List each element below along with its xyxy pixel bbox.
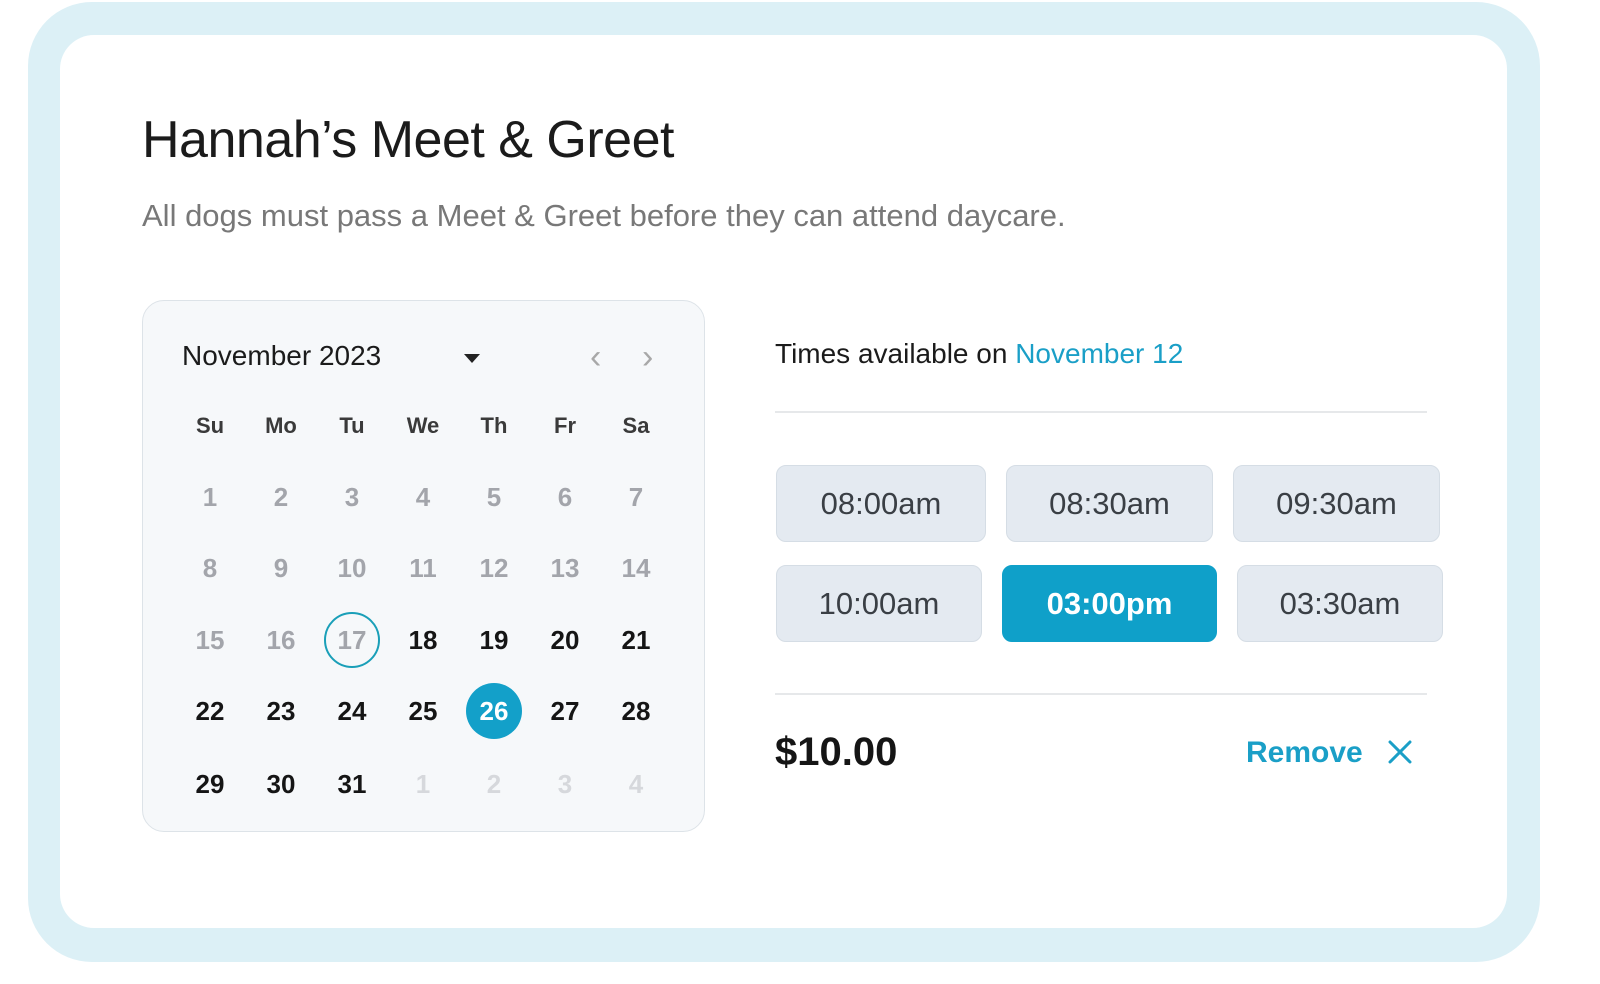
calendar bbox=[142, 300, 705, 832]
day-cell[interactable]: 27 bbox=[550, 695, 580, 726]
weekday-header: We bbox=[406, 413, 440, 438]
day-cell[interactable]: 19 bbox=[479, 624, 509, 655]
day-cell: 3 bbox=[557, 768, 573, 799]
weekday-header: Fr bbox=[554, 413, 576, 438]
time-slot[interactable]: 10:00am bbox=[776, 565, 982, 642]
time-slot[interactable]: 03:30am bbox=[1237, 565, 1443, 642]
time-slot[interactable]: 08:00am bbox=[776, 465, 986, 542]
day-cell-today: 17 bbox=[324, 612, 380, 668]
day-cell: 16 bbox=[266, 624, 296, 655]
day-cell: 7 bbox=[628, 481, 644, 512]
remove-button[interactable]: Remove bbox=[1246, 736, 1363, 769]
weekday-header: Mo bbox=[265, 413, 297, 438]
price: $10.00 bbox=[775, 730, 898, 774]
weekday-header: Su bbox=[195, 413, 225, 438]
caret-down-icon[interactable] bbox=[464, 354, 480, 363]
chevron-right-icon[interactable]: › bbox=[642, 338, 654, 376]
page-title: Hannah’s Meet & Greet bbox=[142, 111, 674, 169]
weekday-header: Sa bbox=[622, 413, 650, 438]
day-cell: 2 bbox=[486, 768, 502, 799]
day-cell: 13 bbox=[550, 552, 580, 583]
day-cell[interactable]: 21 bbox=[621, 624, 651, 655]
day-cell: 10 bbox=[337, 552, 367, 583]
month-select[interactable]: November 2023 bbox=[182, 340, 382, 371]
day-cell: 14 bbox=[621, 552, 651, 583]
day-cell: 1 bbox=[415, 768, 431, 799]
times-heading-prefix: Times available on bbox=[775, 338, 1008, 369]
day-cell[interactable]: 24 bbox=[337, 695, 367, 726]
day-cell[interactable]: 23 bbox=[266, 695, 296, 726]
day-cell: 11 bbox=[409, 552, 437, 583]
time-slot[interactable]: 09:30am bbox=[1233, 465, 1440, 542]
day-cell: 4 bbox=[628, 768, 644, 799]
time-slot[interactable]: 08:30am bbox=[1006, 465, 1213, 542]
day-cell: 9 bbox=[273, 552, 289, 583]
day-cell-selected[interactable]: 26 bbox=[466, 683, 522, 739]
time-slot-selected[interactable]: 03:00pm bbox=[1002, 565, 1217, 642]
divider bbox=[775, 693, 1427, 695]
divider bbox=[775, 411, 1427, 413]
day-cell: 6 bbox=[557, 481, 573, 512]
day-cell[interactable]: 18 bbox=[408, 624, 438, 655]
chevron-left-icon[interactable]: ‹ bbox=[590, 338, 602, 376]
day-cell[interactable]: 25 bbox=[408, 695, 438, 726]
day-cell[interactable]: 29 bbox=[195, 768, 225, 799]
page-subtitle: All dogs must pass a Meet & Greet before… bbox=[142, 198, 1066, 233]
times-heading: Times available on November 12 bbox=[775, 338, 1183, 370]
day-cell: 2 bbox=[273, 481, 289, 512]
close-icon[interactable] bbox=[1386, 738, 1414, 766]
day-cell[interactable]: 28 bbox=[621, 695, 651, 726]
day-cell[interactable]: 20 bbox=[550, 624, 580, 655]
day-cell[interactable]: 30 bbox=[266, 768, 296, 799]
times-heading-date: November 12 bbox=[1015, 338, 1184, 369]
day-cell: 3 bbox=[344, 481, 360, 512]
day-cell: 5 bbox=[486, 481, 502, 512]
day-cell: 12 bbox=[479, 552, 509, 583]
day-cell: 1 bbox=[202, 481, 218, 512]
day-cell: 4 bbox=[415, 481, 431, 512]
day-cell[interactable]: 22 bbox=[195, 695, 225, 726]
weekday-header: Tu bbox=[339, 413, 365, 438]
day-cell: 8 bbox=[202, 552, 218, 583]
day-cell[interactable]: 31 bbox=[337, 768, 367, 799]
day-cell: 15 bbox=[195, 624, 225, 655]
weekday-header: Th bbox=[480, 413, 508, 438]
